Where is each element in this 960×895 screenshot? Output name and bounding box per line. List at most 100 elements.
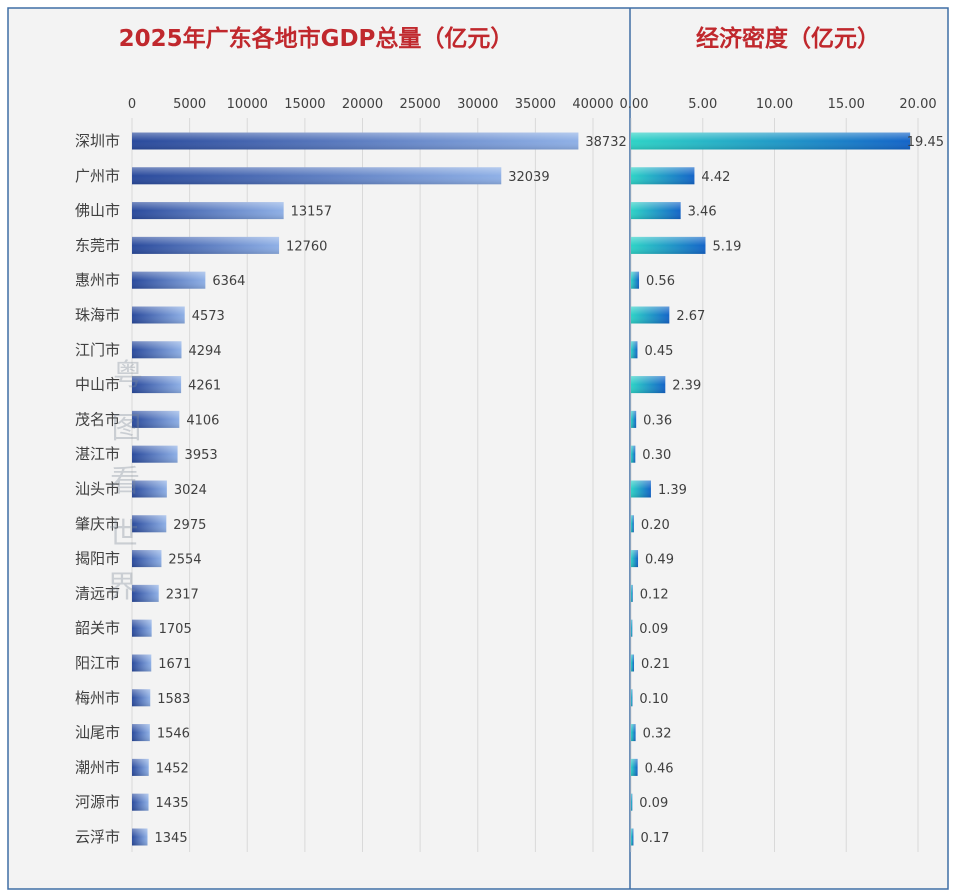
density-value-label: 3.46 bbox=[688, 205, 717, 220]
category-label: 江门市 bbox=[75, 341, 120, 359]
density-tick-label: 20.00 bbox=[899, 97, 936, 112]
category-label: 茂名市 bbox=[75, 410, 120, 428]
gdp-bar-shine bbox=[132, 132, 579, 150]
density-value-label: 0.32 bbox=[643, 727, 672, 742]
density-chart-title: 经济密度（亿元） bbox=[696, 25, 880, 52]
gdp-value-label: 2317 bbox=[166, 587, 199, 602]
density-bar-shine bbox=[631, 271, 640, 289]
gdp-value-label: 1583 bbox=[157, 692, 190, 707]
gdp-value-label: 4294 bbox=[188, 344, 221, 359]
density-bar-shine bbox=[631, 376, 666, 394]
density-bar-shine bbox=[631, 793, 633, 811]
density-value-label: 0.17 bbox=[640, 831, 669, 846]
gdp-gridlines bbox=[131, 118, 594, 852]
density-value-label: 0.30 bbox=[642, 448, 671, 463]
density-bar-shine bbox=[631, 480, 651, 498]
category-label: 广州市 bbox=[75, 167, 120, 185]
density-value-labels: 19.45 4.42 3.46 5.19 0.56 2.67 0.45 2.39 0.36 0.3… bbox=[639, 135, 944, 846]
density-bar-shine bbox=[631, 341, 638, 359]
density-bar-shine bbox=[631, 132, 911, 150]
density-bar-shine bbox=[631, 584, 633, 602]
gdp-chart: 2025年广东各地市GDP总量（亿元） 0 5000 10000 15000 20000… bbox=[75, 25, 627, 852]
gdp-value-label: 4573 bbox=[192, 309, 225, 324]
gdp-value-label: 12760 bbox=[286, 239, 327, 254]
gdp-tick-label: 25000 bbox=[399, 97, 440, 112]
category-label: 肇庆市 bbox=[75, 515, 120, 533]
gdp-tick-label: 20000 bbox=[342, 97, 383, 112]
gdp-bar-shine bbox=[132, 271, 206, 289]
gdp-bar-shine bbox=[132, 619, 152, 637]
watermark-char: 界 bbox=[107, 570, 137, 605]
category-label: 东莞市 bbox=[75, 236, 120, 254]
gdp-value-label: 6364 bbox=[212, 274, 245, 289]
density-bar-shine bbox=[631, 689, 633, 707]
watermark-char: 图 bbox=[112, 411, 142, 446]
density-bar-shine bbox=[631, 654, 635, 672]
gdp-tick-label: 35000 bbox=[515, 97, 556, 112]
gdp-bar-shine bbox=[132, 376, 182, 394]
gdp-bar-shine bbox=[132, 793, 149, 811]
category-label: 清远市 bbox=[75, 584, 120, 602]
gdp-category-labels: 深圳市广州市佛山市东莞市惠州市珠海市江门市中山市茂名市湛江市汕头市肇庆市揭阳市清… bbox=[75, 132, 120, 846]
gdp-bar-shine bbox=[132, 306, 185, 324]
density-bar-shine bbox=[631, 167, 695, 185]
density-tick-label: 0.00 bbox=[620, 97, 649, 112]
density-tick-label: 5.00 bbox=[688, 97, 717, 112]
gdp-bar-shine bbox=[132, 724, 150, 742]
density-value-label: 0.45 bbox=[644, 344, 673, 359]
density-value-label: 0.12 bbox=[640, 587, 669, 602]
gdp-value-label: 38732 bbox=[585, 135, 626, 150]
gdp-bar-shine bbox=[132, 167, 502, 185]
gdp-value-label: 32039 bbox=[508, 170, 549, 185]
gdp-bar-shine bbox=[132, 550, 162, 568]
watermark-char: 世 bbox=[109, 517, 139, 552]
density-value-label: 19.45 bbox=[907, 135, 944, 150]
density-value-label: 0.09 bbox=[639, 796, 668, 811]
gdp-bar-shine bbox=[132, 828, 148, 846]
density-x-axis: 0.00 5.00 10.00 15.00 20.00 bbox=[620, 97, 937, 112]
density-bar-shine bbox=[631, 306, 670, 324]
density-bar-shine bbox=[631, 236, 706, 254]
gdp-value-label: 1452 bbox=[156, 761, 189, 776]
gdp-bar-shine bbox=[132, 410, 180, 428]
gdp-bar-shine bbox=[132, 480, 167, 498]
density-value-label: 2.67 bbox=[676, 309, 705, 324]
density-value-label: 0.21 bbox=[641, 657, 670, 672]
density-bar-shine bbox=[631, 515, 634, 533]
density-bar-shine bbox=[631, 445, 636, 463]
density-value-label: 0.36 bbox=[643, 413, 672, 428]
gdp-bars bbox=[132, 132, 579, 846]
density-value-label: 5.19 bbox=[712, 239, 741, 254]
gdp-chart-title: 2025年广东各地市GDP总量（亿元） bbox=[119, 25, 514, 52]
gdp-bar-shine bbox=[132, 202, 284, 220]
density-value-label: 0.20 bbox=[641, 518, 670, 533]
gdp-value-label: 1345 bbox=[155, 831, 188, 846]
density-bar-shine bbox=[631, 828, 634, 846]
density-bar-shine bbox=[631, 202, 681, 220]
density-tick-label: 10.00 bbox=[756, 97, 793, 112]
gdp-bar-shine bbox=[132, 341, 182, 359]
category-label: 潮州市 bbox=[75, 758, 120, 776]
category-label: 汕尾市 bbox=[75, 724, 120, 742]
gdp-value-label: 1705 bbox=[159, 622, 192, 637]
gdp-value-label: 3953 bbox=[185, 448, 218, 463]
category-label: 梅州市 bbox=[75, 689, 120, 707]
gdp-bar-shine bbox=[132, 758, 149, 776]
category-label: 汕头市 bbox=[75, 480, 120, 498]
gdp-value-label: 3024 bbox=[174, 483, 207, 498]
density-bar-shine bbox=[631, 410, 637, 428]
gdp-tick-label: 10000 bbox=[227, 97, 268, 112]
category-label: 湛江市 bbox=[75, 445, 120, 463]
density-value-label: 0.10 bbox=[639, 692, 668, 707]
gdp-tick-label: 0 bbox=[128, 97, 136, 112]
category-label: 中山市 bbox=[75, 376, 120, 394]
density-value-label: 2.39 bbox=[672, 379, 701, 394]
category-label: 揭阳市 bbox=[75, 550, 120, 568]
gdp-tick-label: 15000 bbox=[284, 97, 325, 112]
gdp-tick-label: 5000 bbox=[173, 97, 206, 112]
gdp-bar-shine bbox=[132, 584, 159, 602]
gdp-tick-label: 40000 bbox=[572, 97, 613, 112]
category-label: 深圳市 bbox=[75, 132, 120, 150]
